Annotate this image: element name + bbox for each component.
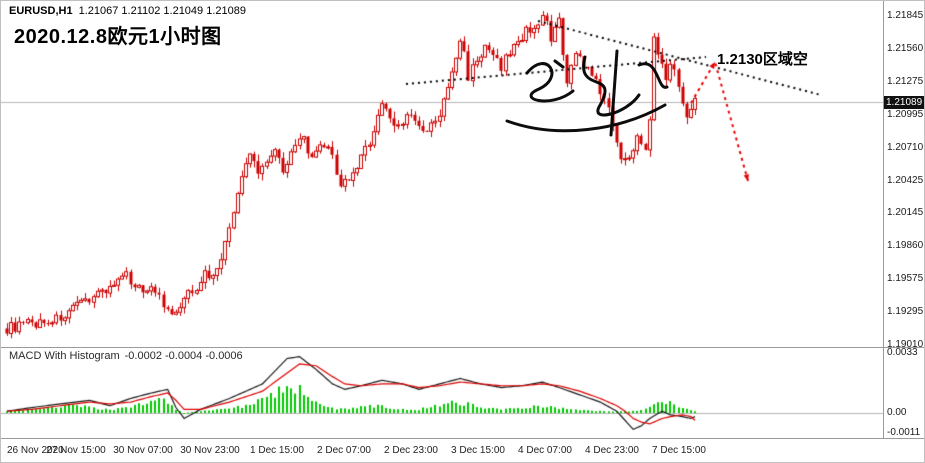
price-axis-label: 1.20425 (887, 174, 924, 186)
time-axis-label: 1 Dec 15:00 (250, 445, 304, 456)
price-axis-label: 1.21275 (887, 75, 924, 87)
time-axis-label: 2 Dec 07:00 (317, 445, 371, 456)
macd-indicator-canvas[interactable] (1, 348, 883, 438)
macd-axis-label: 0.00 (887, 407, 907, 418)
time-axis-label: 2 Dec 23:00 (384, 445, 438, 456)
macd-axis-label: 0.0033 (887, 347, 918, 358)
time-axis-label: 4 Dec 07:00 (518, 445, 572, 456)
time-axis-separator (1, 438, 924, 439)
price-axis-label: 1.20710 (887, 141, 924, 153)
price-axis-line (883, 1, 884, 438)
time-axis-label: 26 Nov 2020 (7, 445, 64, 456)
price-axis-label: 1.19295 (887, 306, 924, 318)
price-axis-label: 1.20145 (887, 207, 924, 219)
macd-name-label: MACD With Histogram (9, 350, 120, 362)
price-axis-label: 1.21560 (887, 42, 924, 54)
time-axis-label: 7 Dec 15:00 (652, 445, 706, 456)
macd-axis-label: -0.0011 (887, 427, 921, 438)
time-axis-label: 3 Dec 15:00 (451, 445, 505, 456)
time-axis-label: 30 Nov 23:00 (180, 445, 240, 456)
macd-values-label: -0.0002 -0.0004 -0.0006 (124, 350, 243, 362)
short-zone-annotation: 1.2130区域空 (717, 51, 808, 68)
price-axis-label: 1.19010 (887, 339, 924, 350)
time-axis-label: 4 Dec 23:00 (585, 445, 639, 456)
price-axis-label: 1.20995 (887, 108, 924, 120)
price-axis-label: 1.19860 (887, 240, 924, 252)
current-price-tag: 1.21089 (884, 96, 924, 109)
price-axis-label: 1.21845 (887, 10, 924, 21)
chart-title-line: EURUSD,H1 1.21067 1.21102 1.21049 1.21089 (9, 5, 246, 17)
macd-indicator-label: MACD With Histogram -0.0002 -0.0004 -0.00… (9, 350, 243, 362)
ohlc-values-label: 1.21067 1.21102 1.21049 1.21089 (78, 5, 246, 17)
page-title: 2020.12.8欧元1小时图 (14, 26, 222, 48)
price-chart-canvas[interactable] (1, 1, 883, 348)
price-axis-label: 1.19575 (887, 273, 924, 285)
symbol-period-label: EURUSD,H1 (9, 5, 73, 17)
time-axis-label: 30 Nov 07:00 (113, 445, 173, 456)
time-axis-label: 27 Nov 15:00 (46, 445, 106, 456)
panel-separator (1, 347, 924, 348)
